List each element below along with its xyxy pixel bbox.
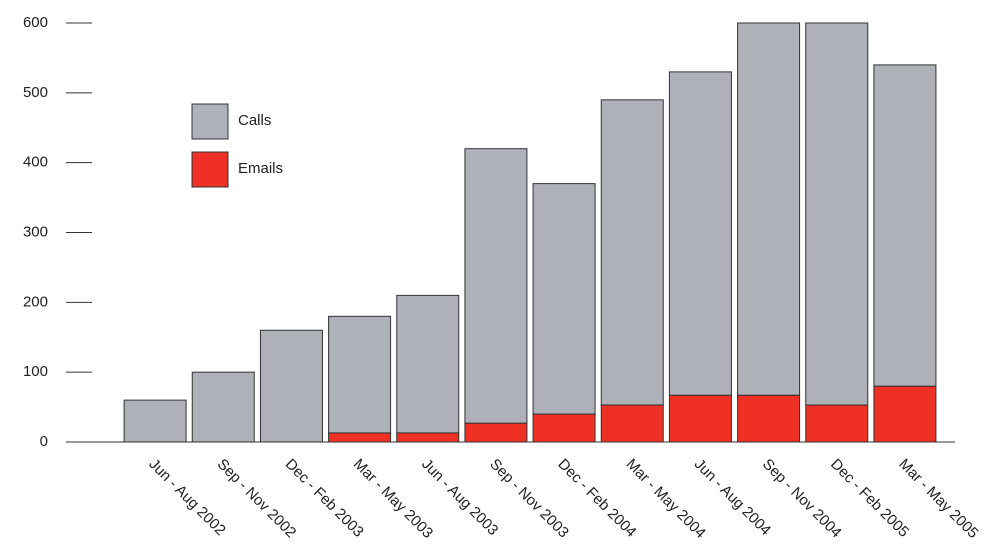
bar-segment bbox=[668, 71, 732, 396]
bar-segment bbox=[532, 183, 596, 415]
bar-segment bbox=[328, 315, 392, 434]
bar-segment bbox=[737, 22, 801, 396]
bar-segment bbox=[191, 371, 255, 443]
legend-label: Emails bbox=[238, 160, 283, 177]
bar-segment bbox=[532, 413, 596, 443]
bar-segment bbox=[805, 404, 869, 443]
bar-segment bbox=[396, 432, 460, 443]
y-tick-label: 300 bbox=[23, 223, 48, 240]
bar-segment bbox=[464, 148, 528, 424]
y-tick-label: 500 bbox=[23, 84, 48, 101]
y-tick-label: 600 bbox=[23, 14, 48, 31]
legend-swatch bbox=[191, 103, 229, 140]
bar-segment bbox=[328, 432, 392, 443]
bar-segment bbox=[873, 385, 937, 443]
bar-segment bbox=[259, 329, 323, 443]
bar-segment bbox=[737, 394, 801, 443]
bar-segment bbox=[396, 294, 460, 434]
bar-segment bbox=[600, 99, 664, 406]
y-tick-label: 0 bbox=[40, 433, 48, 450]
bar-segment bbox=[668, 394, 732, 443]
legend-label: Calls bbox=[238, 112, 271, 129]
y-tick-label: 200 bbox=[23, 293, 48, 310]
bar-segment bbox=[873, 64, 937, 387]
bar-segment bbox=[123, 399, 187, 443]
legend-swatch bbox=[191, 151, 229, 188]
y-tick-label: 100 bbox=[23, 363, 48, 380]
bar-segment bbox=[805, 22, 869, 406]
bar-segment bbox=[464, 422, 528, 443]
y-tick-label: 400 bbox=[23, 154, 48, 171]
bar-segment bbox=[600, 404, 664, 443]
